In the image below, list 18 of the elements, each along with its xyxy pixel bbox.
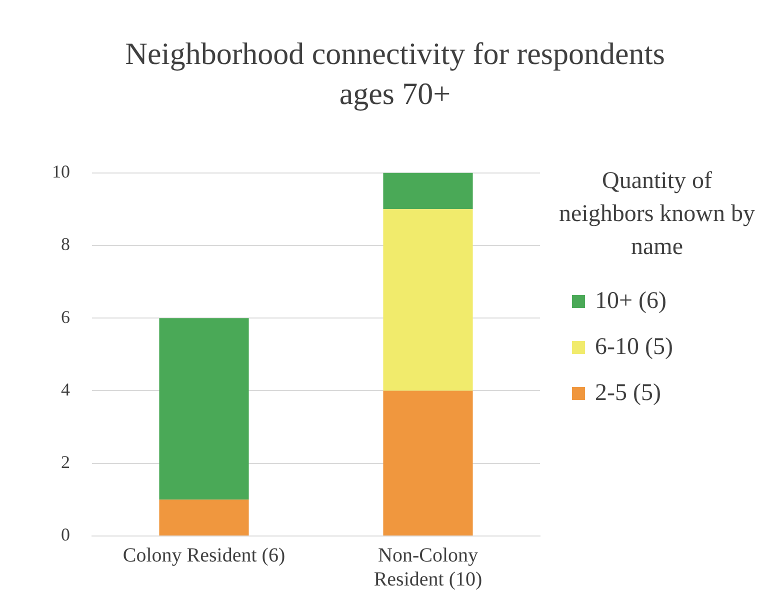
y-tick-label: 0: [61, 524, 70, 545]
y-tick-label: 2: [61, 452, 70, 472]
y-tick-label: 8: [61, 234, 70, 254]
y-tick-label: 4: [61, 379, 70, 400]
bar: [159, 500, 249, 536]
y-tick-label: 10: [52, 162, 70, 182]
x-tick-label: Non-Colony Resident (10): [374, 544, 482, 590]
bar: [383, 172, 473, 210]
legend-label: 6-10 (5): [595, 334, 673, 360]
chart-title: Neighborhood connectivity for respondents ages 70+: [124, 35, 666, 113]
bar: [159, 318, 249, 500]
legend-title: Quantity of neighbors known by name: [558, 167, 756, 262]
bar: [383, 209, 473, 391]
legend-label: 10+ (6): [595, 288, 667, 314]
legend-label: 2-5 (5): [595, 380, 661, 406]
x-tick-label: Colony Resident (6): [122, 544, 286, 566]
y-tick-label: 6: [61, 306, 70, 327]
bar: [383, 390, 473, 536]
